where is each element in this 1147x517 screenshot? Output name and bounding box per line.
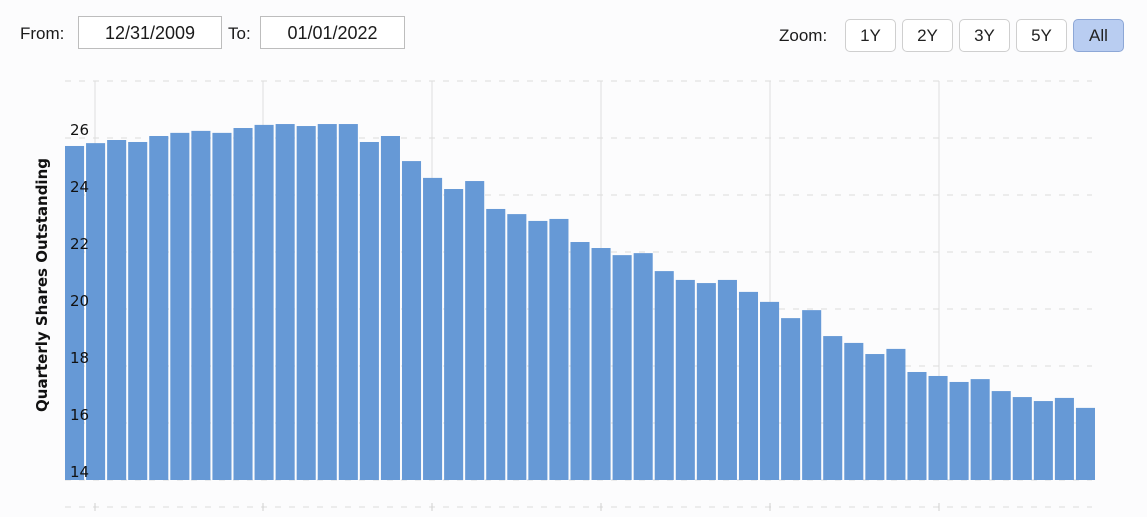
bar[interactable]: [380, 136, 400, 480]
zoom-all-button[interactable]: All: [1073, 19, 1124, 52]
bar[interactable]: [107, 140, 127, 480]
bar[interactable]: [212, 132, 232, 480]
bar[interactable]: [444, 189, 464, 480]
bar[interactable]: [465, 181, 485, 481]
bar[interactable]: [486, 208, 506, 480]
bar[interactable]: [170, 132, 190, 480]
bar[interactable]: [317, 124, 337, 480]
bar[interactable]: [401, 161, 422, 480]
bar[interactable]: [844, 342, 864, 480]
bar[interactable]: [570, 242, 590, 480]
y-tick-label: 26: [70, 121, 89, 139]
bar[interactable]: [633, 253, 653, 480]
from-date-input[interactable]: 12/31/2009: [78, 16, 222, 49]
bar[interactable]: [275, 124, 295, 480]
y-axis-title: Quarterly Shares Outstanding: [33, 158, 51, 412]
to-label: To:: [228, 24, 251, 43]
bar[interactable]: [1012, 397, 1032, 480]
bar[interactable]: [549, 218, 569, 480]
zoom-1y-button[interactable]: 1Y: [845, 19, 896, 52]
y-tick-label: 24: [70, 178, 89, 196]
bar[interactable]: [928, 375, 948, 480]
bar[interactable]: [865, 354, 885, 480]
bar[interactable]: [612, 255, 632, 480]
y-tick-label: 16: [70, 406, 89, 424]
bar[interactable]: [338, 124, 358, 480]
bar[interactable]: [654, 271, 674, 480]
bar[interactable]: [949, 381, 969, 480]
bar[interactable]: [254, 124, 274, 480]
bar[interactable]: [528, 220, 548, 480]
bar[interactable]: [970, 379, 990, 480]
zoom-3y-button[interactable]: 3Y: [959, 19, 1010, 52]
bar[interactable]: [233, 128, 253, 480]
zoom-label: Zoom:: [779, 26, 828, 45]
y-tick-label: 20: [70, 292, 89, 310]
bar[interactable]: [823, 336, 843, 480]
bar[interactable]: [191, 130, 211, 481]
bar[interactable]: [1033, 401, 1053, 480]
from-label: From:: [20, 24, 65, 43]
bar[interactable]: [296, 126, 316, 480]
bar[interactable]: [675, 279, 695, 480]
bar[interactable]: [886, 348, 906, 480]
zoom-2y-button[interactable]: 2Y: [902, 19, 953, 52]
y-axis-ticks: 14 16 18 20 22 24 26: [70, 121, 89, 481]
to-date-input[interactable]: 01/01/2022: [260, 16, 405, 49]
bar[interactable]: [359, 141, 379, 481]
bar[interactable]: [907, 371, 927, 480]
bar[interactable]: [1075, 407, 1095, 480]
bar[interactable]: [65, 145, 85, 481]
bar[interactable]: [128, 141, 148, 481]
bar[interactable]: [738, 291, 759, 480]
bar[interactable]: [696, 283, 716, 480]
bar[interactable]: [423, 177, 443, 480]
y-tick-label: 14: [70, 463, 89, 481]
zoom-5y-button[interactable]: 5Y: [1016, 19, 1067, 52]
bar[interactable]: [802, 310, 822, 480]
bar[interactable]: [1054, 397, 1074, 480]
y-tick-label: 22: [70, 235, 89, 253]
bar[interactable]: [781, 318, 801, 480]
bar[interactable]: [991, 391, 1011, 480]
y-tick-label: 18: [70, 349, 89, 367]
bar[interactable]: [149, 136, 169, 480]
bar[interactable]: [591, 248, 611, 480]
bar[interactable]: [86, 143, 106, 480]
bar[interactable]: [760, 301, 780, 481]
bars: [65, 124, 1095, 481]
bar[interactable]: [717, 279, 737, 480]
bar[interactable]: [507, 214, 527, 480]
